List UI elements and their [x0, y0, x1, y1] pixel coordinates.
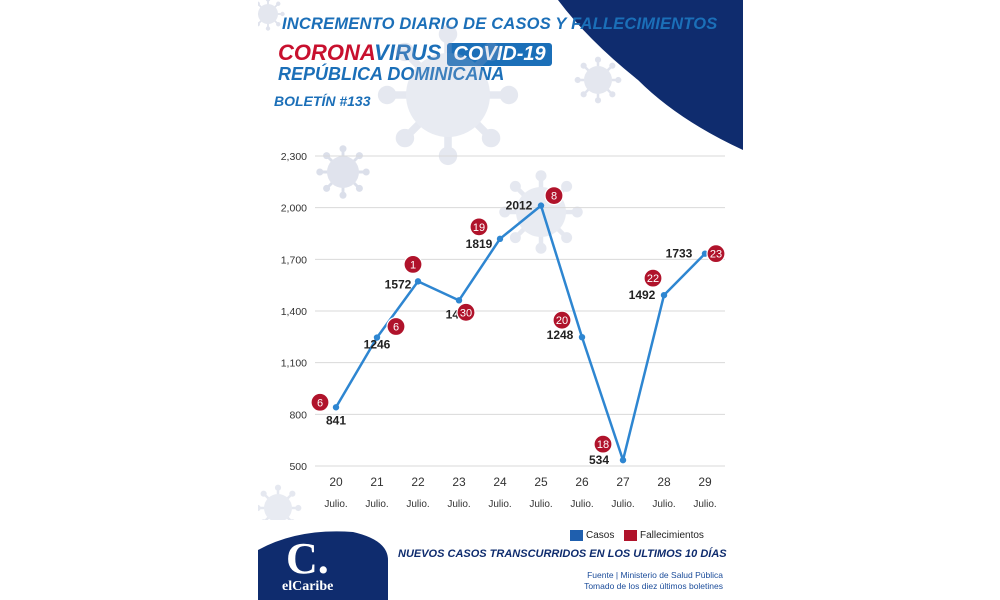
virus-decoration-left	[316, 145, 370, 199]
y-tick-label: 1,100	[281, 358, 307, 370]
virus-text: VIRUS	[374, 40, 441, 65]
y-tick-label: 500	[289, 461, 307, 473]
cases-data-label: 1492	[629, 288, 656, 302]
cases-data-label: 1733	[666, 247, 693, 261]
deaths-badge-label: 6	[393, 322, 399, 334]
source-note: Fuente | Ministerio de Salud Pública Tom…	[584, 570, 723, 592]
x-tick-sublabel: Julio.	[693, 499, 716, 510]
cases-point	[496, 235, 504, 243]
cases-point	[332, 404, 340, 411]
cases-point	[455, 297, 463, 304]
source-line-2: Tomado de los diez últimos boletines	[584, 581, 723, 591]
source-line-1: Fuente | Ministerio de Salud Pública	[587, 570, 723, 580]
background-decoration	[258, 0, 743, 600]
deaths-badge	[310, 392, 330, 412]
y-tick-label: 800	[289, 409, 307, 421]
infographic: INCREMENTO DIARIO DE CASOS Y FALLECIMIEN…	[258, 0, 743, 600]
deaths-badge	[552, 310, 572, 330]
cases-point	[619, 456, 627, 464]
cases-data-label: 534	[589, 453, 609, 467]
deaths-badge	[544, 186, 564, 206]
cases-data-label: 1248	[547, 328, 574, 342]
cases-point	[537, 202, 545, 209]
x-tick-label: 23	[452, 475, 466, 489]
legend-deaths-swatch	[624, 530, 637, 541]
deaths-badge	[456, 302, 476, 322]
legend-cases-label: Casos	[586, 530, 615, 541]
x-tick-sublabel: Julio.	[365, 499, 388, 510]
virus-decoration-top	[574, 56, 622, 104]
y-tick-label: 1,400	[281, 306, 307, 318]
x-tick-label: 22	[411, 475, 425, 489]
virus-decoration-corner	[258, 0, 285, 31]
header-line-2: CORONAVIRUS COVID-19	[278, 40, 552, 66]
header-line-1: INCREMENTO DIARIO DE CASOS Y FALLECIMIEN…	[282, 15, 718, 33]
x-tick-label: 25	[534, 475, 548, 489]
cases-data-label: 2012	[506, 199, 533, 213]
cases-point	[373, 334, 381, 341]
logo-wordmark: elCaribe	[282, 579, 334, 594]
x-tick-sublabel: Julio.	[529, 499, 552, 510]
x-tick-sublabel: Julio.	[324, 499, 347, 510]
x-tick-sublabel: Julio.	[652, 499, 675, 510]
cases-point	[578, 333, 586, 341]
x-tick-label: 21	[370, 475, 384, 489]
virus-decoration-bottom	[258, 484, 302, 520]
x-tick-sublabel: Julio.	[447, 499, 470, 510]
y-tick-label: 2,300	[281, 151, 307, 163]
deaths-badge-label: 8	[551, 191, 557, 203]
cases-data-label: 1572	[385, 277, 412, 291]
deaths-badge-label: 6	[317, 397, 323, 409]
x-tick-label: 26	[575, 475, 589, 489]
deaths-badge-label: 30	[460, 307, 472, 319]
footer-title: NUEVOS CASOS TRANSCURRIDOS EN LOS ULTIMO…	[398, 548, 727, 560]
x-tick-sublabel: Julio.	[406, 499, 429, 510]
covid-badge: COVID-19	[447, 43, 552, 66]
bulletin-number: BOLETÍN #133	[274, 93, 371, 109]
deaths-badge	[403, 254, 423, 274]
cases-point	[660, 291, 668, 299]
deaths-badge-label: 22	[647, 273, 659, 285]
cases-data-label: 1246	[364, 338, 391, 352]
x-tick-label: 20	[329, 475, 343, 489]
corona-text: CORONA	[278, 40, 375, 65]
navy-corner-bottom	[258, 531, 388, 600]
country-title: REPÚBLICA DOMINICANA	[278, 64, 505, 84]
x-tick-label: 28	[657, 475, 671, 489]
x-tick-sublabel: Julio.	[611, 499, 634, 510]
cases-data-label: 1819	[466, 237, 493, 251]
cases-line-chart: 500 800 1,100 1,400 1,700 2,000 2,300 20 Julio. 2…	[258, 0, 726, 520]
logo-mark: C.	[286, 534, 329, 583]
x-tick-sublabel: Julio.	[570, 499, 593, 510]
x-tick-sublabel: Julio.	[488, 499, 511, 510]
virus-decoration-large	[377, 24, 519, 166]
legend-deaths: Fallecimientos	[624, 530, 704, 541]
x-tick-label: 24	[493, 475, 507, 489]
deaths-badge-label: 1	[410, 259, 416, 271]
x-tick-label: 27	[616, 475, 630, 489]
deaths-badge	[469, 217, 489, 237]
deaths-badge-label: 19	[473, 222, 485, 234]
y-tick-label: 1,700	[281, 254, 307, 266]
deaths-badge-label: 20	[556, 315, 568, 327]
cases-data-label: 841	[326, 413, 346, 427]
deaths-badge-label: 18	[597, 439, 609, 451]
y-tick-label: 2,000	[281, 203, 307, 215]
deaths-badge	[706, 244, 726, 264]
cases-point	[414, 278, 422, 285]
deaths-badge-label: 23	[710, 249, 722, 261]
deaths-badge	[643, 268, 663, 288]
navy-corner-top	[558, 0, 743, 150]
cases-series-line	[334, 204, 706, 462]
deaths-badge	[386, 316, 406, 337]
legend-cases: Casos	[570, 530, 614, 541]
x-tick-label: 29	[698, 475, 712, 489]
legend-cases-swatch	[570, 530, 583, 541]
legend-deaths-label: Fallecimientos	[640, 530, 704, 541]
deaths-badge	[593, 434, 613, 454]
